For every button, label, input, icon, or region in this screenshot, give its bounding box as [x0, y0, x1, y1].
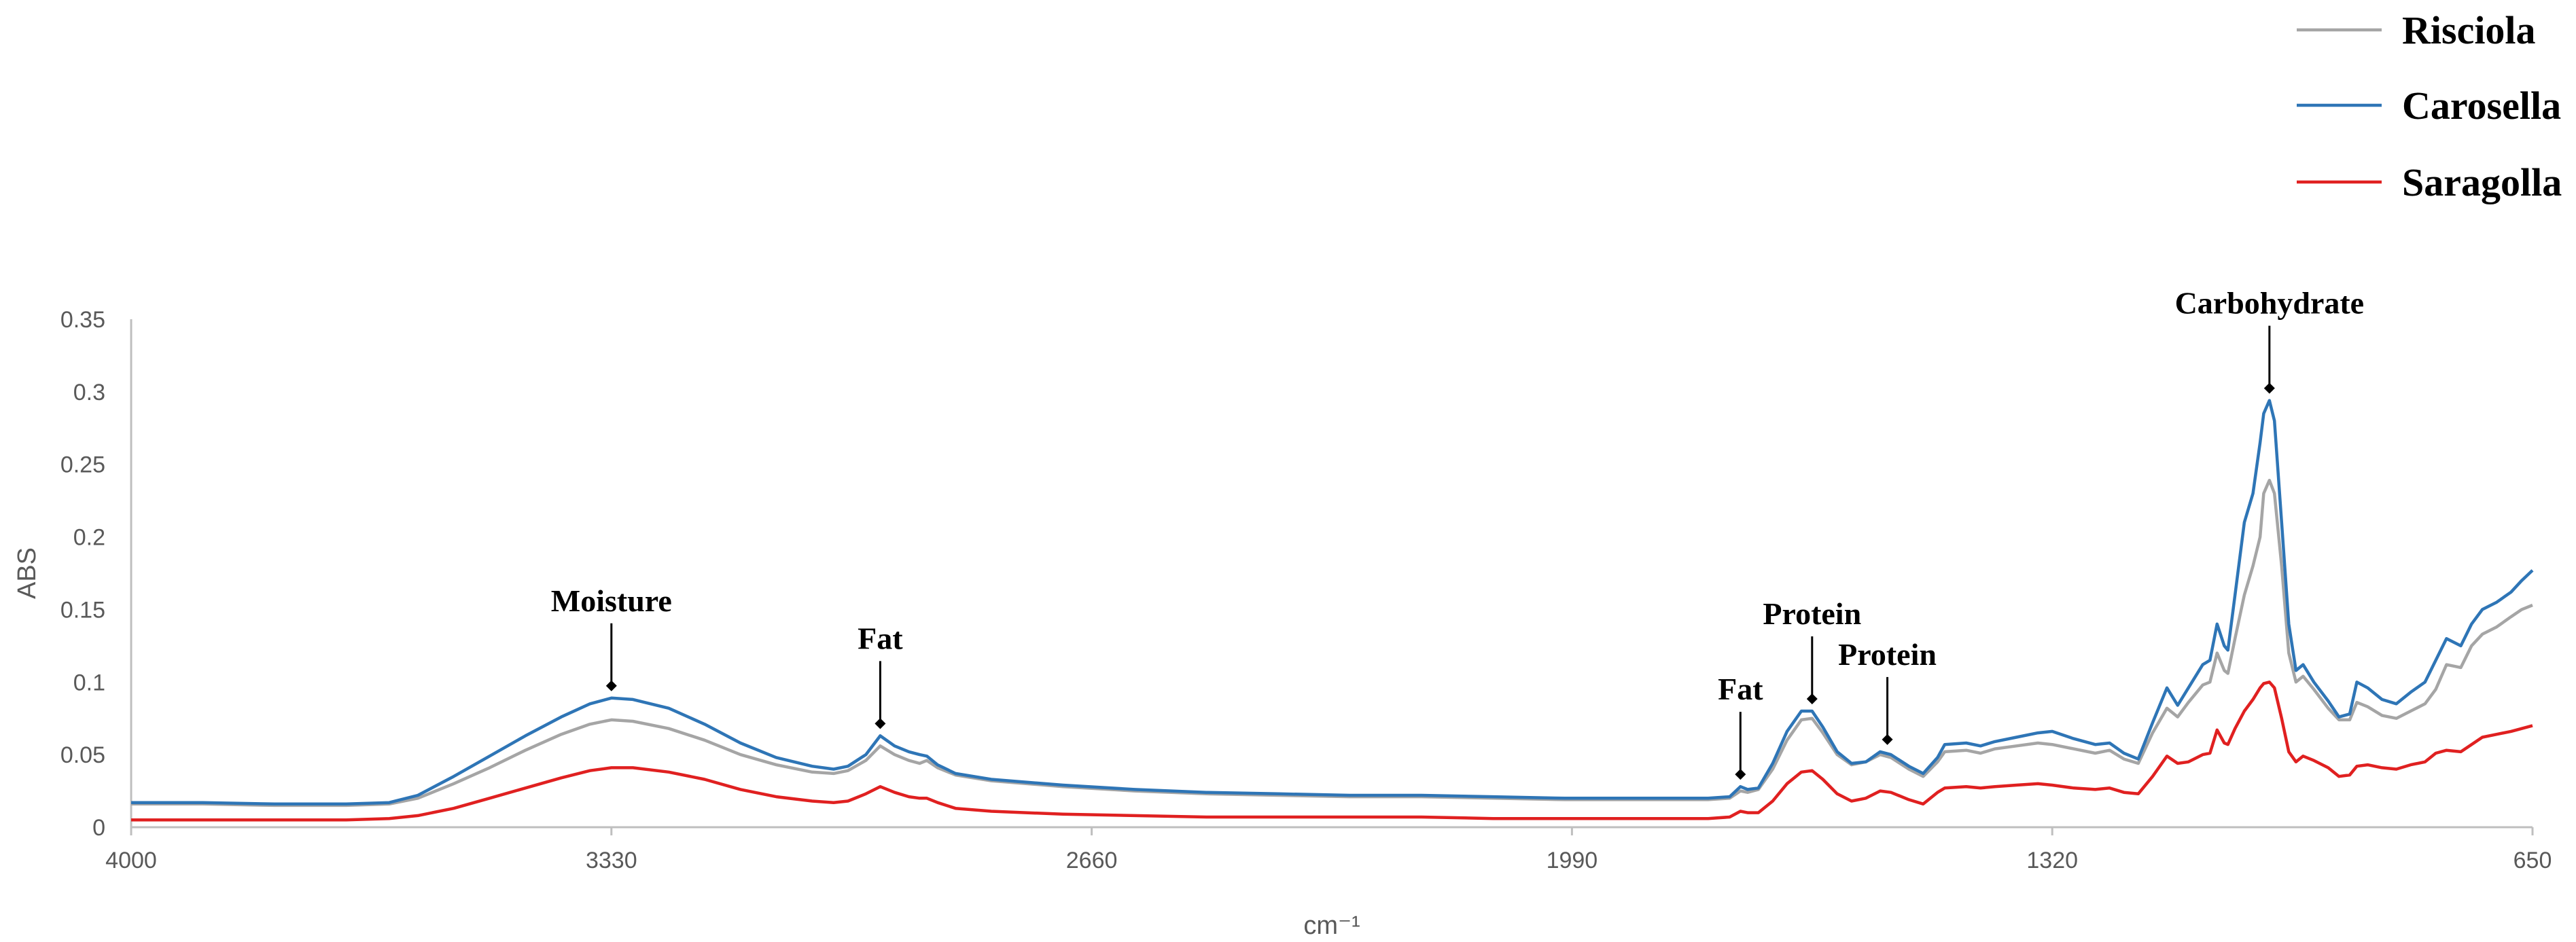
x-tick-label: 1320 — [2026, 848, 2078, 873]
legend-label-risciola: Risciola — [2402, 8, 2536, 52]
series-line-risciola — [131, 478, 2533, 808]
x-tick-label: 2660 — [1066, 848, 1118, 873]
y-tick-label: 0.05 — [60, 742, 105, 768]
y-tick-label: 0.1 — [73, 670, 105, 695]
legend-label-carosella: Carosella — [2402, 84, 2561, 128]
annotation-label: Protein — [1763, 596, 1861, 631]
annotations: Moisture Fat Fat Protein Protein Carbohydrate — [551, 286, 2365, 780]
series-lines — [131, 399, 2534, 822]
legend: Risciola Carosella Saragolla — [2297, 8, 2562, 204]
annotation-label: Moisture — [551, 583, 672, 618]
y-tick-label: 0 — [92, 815, 105, 841]
annotation-label: Carbohydrate — [2175, 286, 2365, 321]
y-tick-label: 0.2 — [73, 525, 105, 551]
y-axis-title: ABS — [13, 547, 41, 599]
y-tick-label: 0.25 — [60, 452, 105, 478]
y-tick-label: 0.35 — [60, 307, 105, 333]
annotation-label: Fat — [1718, 672, 1763, 706]
series-line-saragolla — [131, 681, 2533, 822]
x-tick-label: 1990 — [1547, 848, 1598, 873]
x-tick-label: 4000 — [105, 848, 157, 873]
annotation-label: Fat — [858, 621, 903, 655]
y-tick-label: 0.3 — [73, 380, 105, 405]
series-line-carosella — [131, 399, 2534, 806]
y-tick-label: 0.15 — [60, 597, 105, 623]
x-tick-label: 650 — [2513, 848, 2552, 873]
axes: 4000 3330 2660 1990 1320 650 0 0.05 0.1 0.15 0.2 0.… — [13, 307, 2552, 940]
annotation-label: Protein — [1838, 637, 1937, 672]
x-tick-label: 3330 — [586, 848, 637, 873]
x-axis-title: cm⁻¹ — [1303, 911, 1360, 940]
legend-label-saragolla: Saragolla — [2402, 160, 2562, 204]
